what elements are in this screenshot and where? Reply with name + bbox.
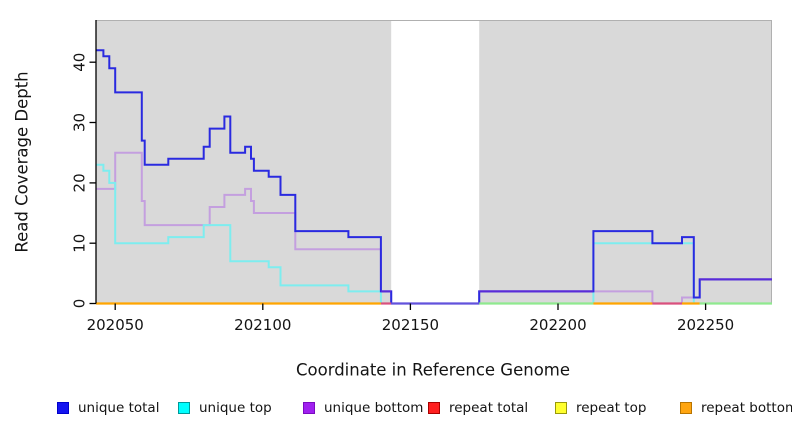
plot-border — [96, 20, 772, 304]
y-axis-title: Read Coverage Depth — [12, 71, 32, 253]
series-unique-bottom — [96, 151, 772, 305]
x-tick-label: 202200 — [529, 316, 586, 334]
x-tick-label: 202050 — [87, 316, 144, 334]
x-axis-ticks: 202050 202100 202150 202200 202250 — [87, 303, 734, 334]
y-tick-label: 10 — [71, 234, 89, 253]
x-tick-label: 202250 — [677, 316, 734, 334]
series-unique-total — [96, 49, 772, 305]
x-axis-title: Coordinate in Reference Genome — [295, 360, 571, 380]
y-tick-label: 40 — [71, 53, 89, 72]
no-data-band — [391, 20, 480, 304]
y-tick-label: 0 — [71, 299, 89, 309]
y-tick-label: 30 — [71, 113, 89, 132]
y-axis-ticks: 0 10 20 30 40 — [71, 53, 96, 309]
y-tick-label: 20 — [71, 173, 89, 192]
x-tick-label: 202150 — [382, 316, 439, 334]
x-tick-label: 202100 — [234, 316, 291, 334]
